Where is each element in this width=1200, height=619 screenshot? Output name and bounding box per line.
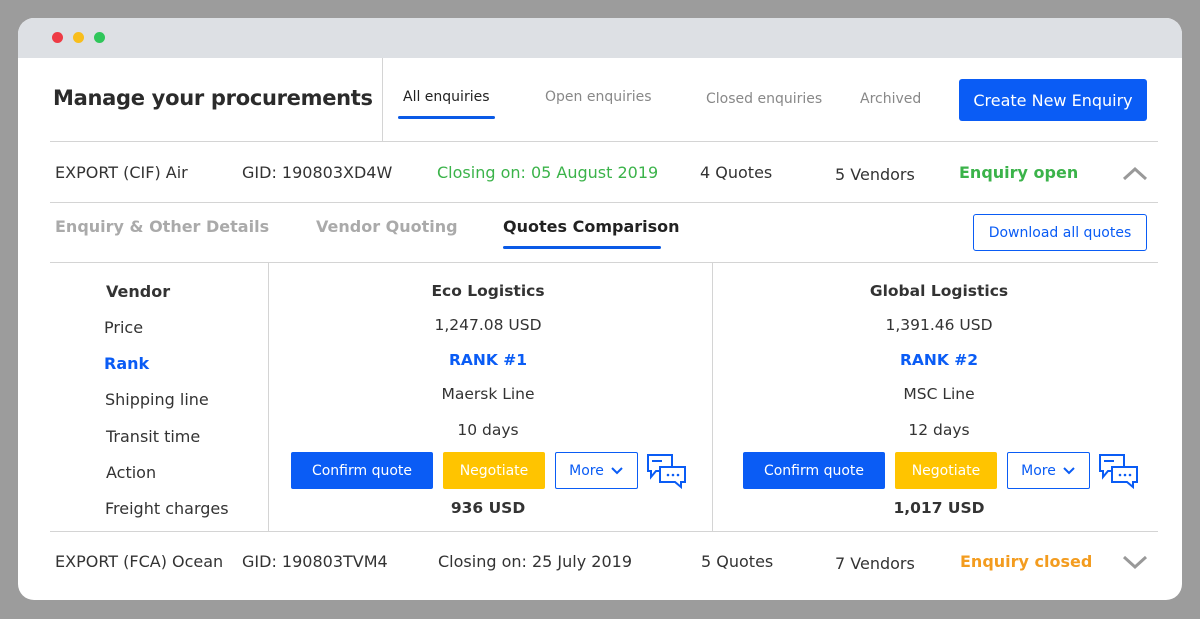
negotiate-button[interactable]: Negotiate [895, 452, 997, 489]
vendor-shipping-line: MSC Line [903, 385, 975, 403]
vendor-rank: RANK #2 [899, 351, 979, 369]
confirm-quote-button[interactable]: Confirm quote [743, 452, 885, 489]
quotes-count: 4 Quotes [700, 163, 773, 182]
negotiate-button[interactable]: Negotiate [443, 452, 545, 489]
enquiry-gid: GID: 190803XD4W [242, 163, 393, 182]
vendor-rank: RANK #1 [448, 351, 528, 369]
enquiry-type: EXPORT (FCA) Ocean [55, 552, 224, 571]
label-rank: Rank [104, 354, 150, 373]
vendors-count: 5 Vendors [835, 165, 915, 184]
tab-quotes-comparison[interactable]: Quotes Comparison [503, 217, 680, 236]
vendor-name: Global Logistics [869, 282, 1009, 300]
divider [712, 262, 713, 531]
label-transit-time: Transit time [106, 427, 201, 446]
vendor-transit-time: 10 days [457, 421, 519, 439]
tab-enquiry-details[interactable]: Enquiry & Other Details [55, 217, 270, 236]
chevron-down-icon [1063, 466, 1075, 474]
label-price: Price [104, 318, 144, 337]
chat-icon[interactable] [1098, 453, 1140, 489]
quotes-count: 5 Quotes [701, 552, 774, 571]
vendor-shipping-line: Maersk Line [441, 385, 535, 403]
app-window: Manage your procurements All enquiries O… [18, 18, 1182, 600]
tab-open-enquiries[interactable]: Open enquiries [545, 89, 652, 105]
enquiry-type: EXPORT (CIF) Air [55, 163, 188, 182]
label-action: Action [106, 463, 157, 482]
chevron-down-icon [611, 466, 623, 474]
active-tab-underline [398, 116, 495, 119]
chevron-up-icon[interactable] [1122, 165, 1148, 181]
confirm-quote-button[interactable]: Confirm quote [291, 452, 433, 489]
more-label: More [569, 462, 604, 479]
create-new-enquiry-button[interactable]: Create New Enquiry [959, 79, 1147, 121]
chevron-down-icon[interactable] [1122, 555, 1148, 571]
vendors-count: 7 Vendors [835, 554, 915, 573]
divider [268, 262, 269, 531]
freight-charges: 1,017 USD [893, 499, 985, 517]
enquiry-gid: GID: 190803TVM4 [242, 552, 388, 571]
close-window-dot[interactable] [52, 32, 63, 43]
maximize-window-dot[interactable] [94, 32, 105, 43]
tab-vendor-quoting[interactable]: Vendor Quoting [316, 217, 458, 236]
divider [50, 202, 1158, 203]
tab-archived[interactable]: Archived [860, 91, 922, 107]
title-bar [18, 18, 1182, 58]
label-freight-charges: Freight charges [105, 499, 229, 518]
more-dropdown[interactable]: More [1007, 452, 1090, 489]
chat-icon[interactable] [646, 453, 688, 489]
divider [50, 531, 1158, 532]
vendor-price: 1,247.08 USD [434, 316, 542, 334]
status-badge: Enquiry open [959, 163, 1079, 182]
minimize-window-dot[interactable] [73, 32, 84, 43]
vendor-name: Eco Logistics [431, 282, 545, 300]
vendor-price: 1,391.46 USD [885, 316, 993, 334]
label-vendor: Vendor [106, 282, 171, 301]
tab-closed-enquiries[interactable]: Closed enquiries [706, 91, 823, 107]
divider [382, 58, 383, 141]
more-label: More [1021, 462, 1056, 479]
label-shipping-line: Shipping line [105, 390, 209, 409]
page-title: Manage your procurements [53, 86, 373, 110]
divider [50, 141, 1158, 142]
vendor-transit-time: 12 days [908, 421, 970, 439]
more-dropdown[interactable]: More [555, 452, 638, 489]
closing-date: Closing on: 05 August 2019 [437, 163, 659, 182]
status-badge: Enquiry closed [960, 552, 1093, 571]
divider [50, 262, 1158, 263]
closing-date: Closing on: 25 July 2019 [438, 552, 632, 571]
freight-charges: 936 USD [450, 499, 526, 517]
tab-all-enquiries[interactable]: All enquiries [403, 89, 490, 105]
download-all-quotes-button[interactable]: Download all quotes [973, 214, 1147, 251]
active-tab-underline [503, 246, 661, 249]
